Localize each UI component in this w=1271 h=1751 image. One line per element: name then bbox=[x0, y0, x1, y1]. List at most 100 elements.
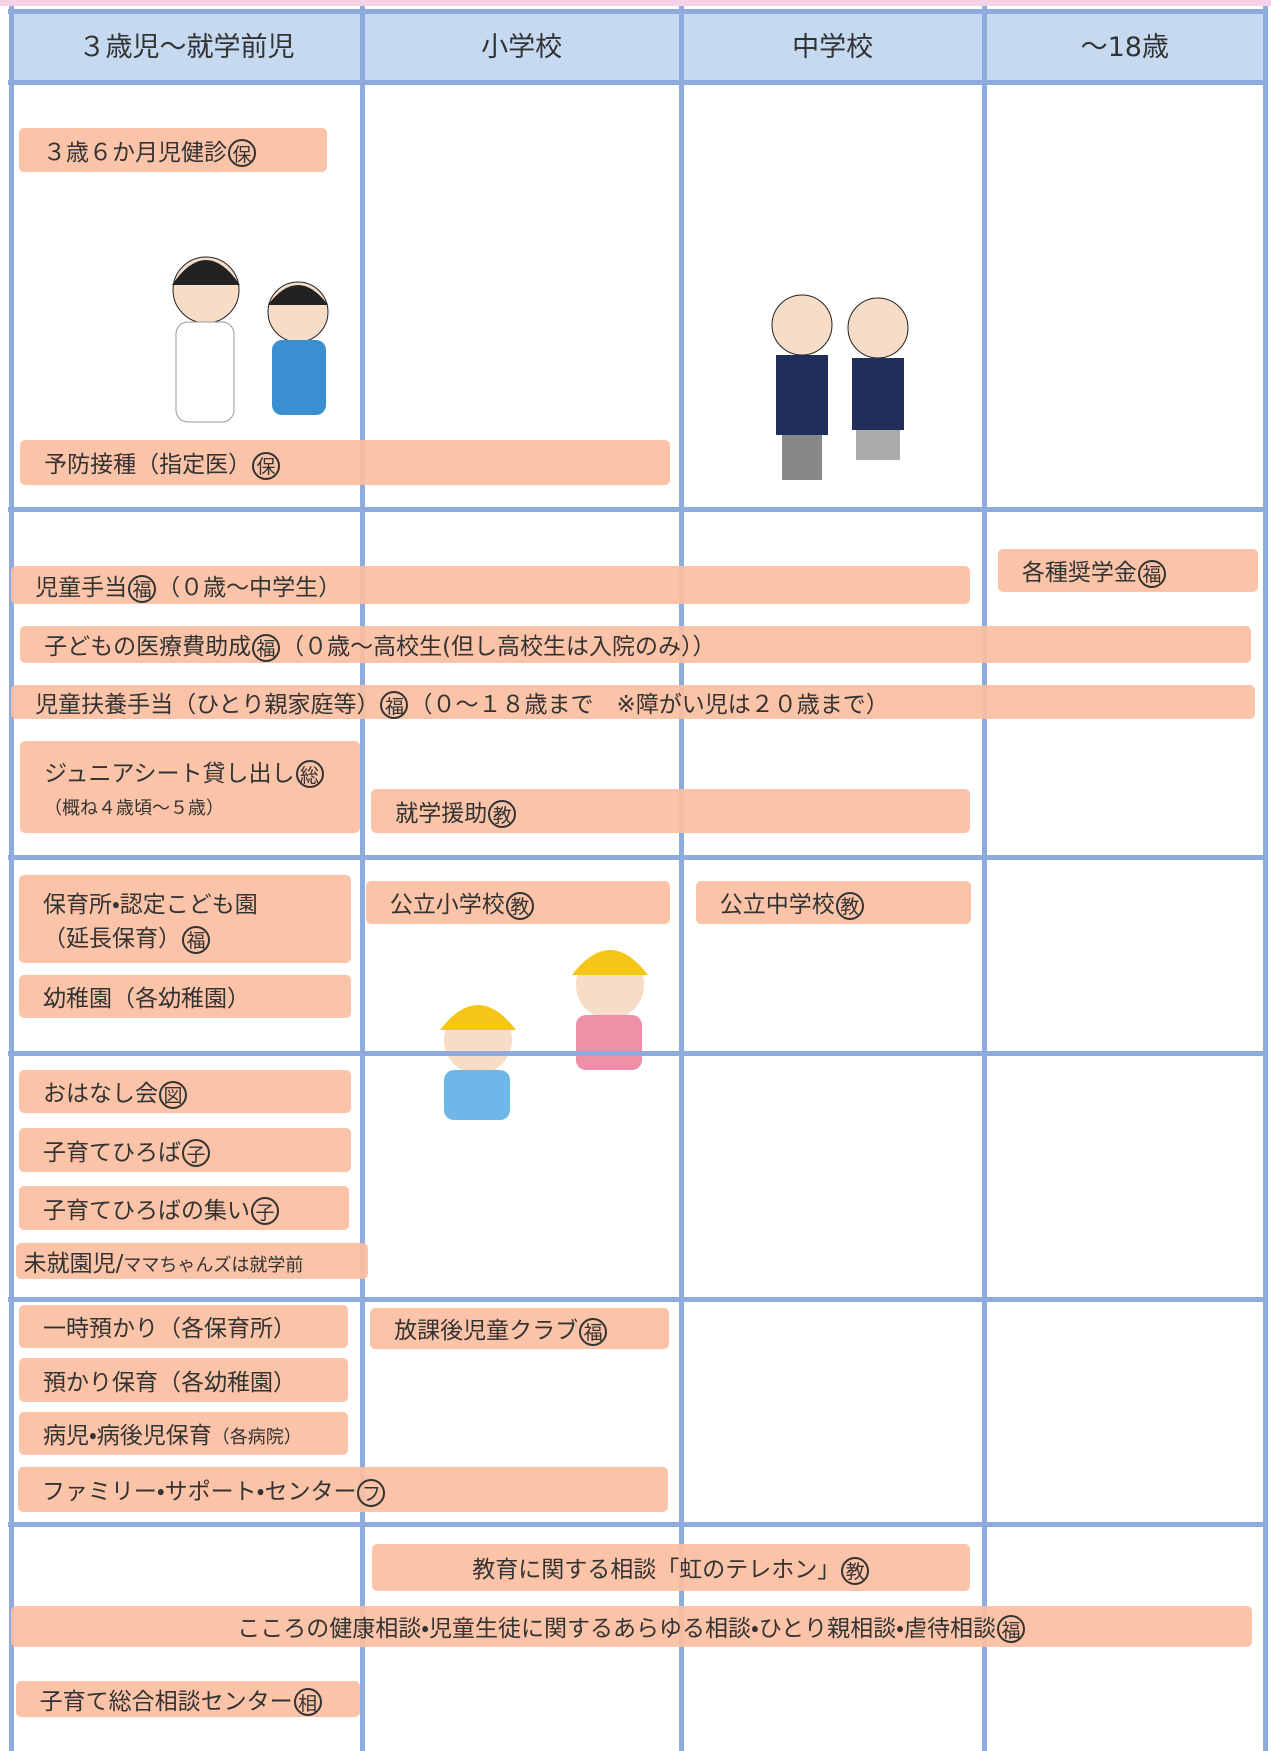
bar-line: 一時預かり（各保育所） bbox=[43, 1309, 348, 1343]
column-header: ～18歳 bbox=[986, 9, 1264, 80]
office-mark: 子 bbox=[181, 1139, 210, 1168]
bar-line: 児童手当福（０歳～中学生） bbox=[35, 568, 970, 603]
office-mark: 教 bbox=[835, 891, 864, 920]
row-line bbox=[8, 1521, 1267, 1527]
service-text: 公立小学校 bbox=[389, 892, 505, 919]
service-text: 各種奨学金 bbox=[1021, 560, 1137, 587]
service-bar: ジュニアシート貸し出し総 （概ね４歳頃～５歳） bbox=[20, 741, 361, 833]
service-bar: 放課後児童クラブ福 bbox=[370, 1307, 669, 1350]
service-text: おはなし会 bbox=[42, 1081, 158, 1108]
bar-line: こころの健康相談・児童生徒に関するあらゆる相談・ひとり親相談・虐待相談福 bbox=[237, 1609, 1026, 1644]
row-line bbox=[8, 8, 1267, 14]
office-mark: 子 bbox=[250, 1197, 279, 1226]
service-bar: ３歳６か月児健診保 bbox=[18, 128, 327, 172]
office-mark: 福 bbox=[181, 925, 210, 954]
service-bar: 子育てひろばの集い子 bbox=[18, 1186, 349, 1230]
service-bar: ファミリー・サポート・センターフ bbox=[17, 1467, 668, 1512]
service-text: 教育に関する相談「虹のテレホン」 bbox=[472, 1557, 841, 1584]
service-text: 公立中学校 bbox=[719, 892, 835, 919]
bar-line: 子どもの医療費助成福（０歳～高校生(但し高校生は入院のみ）） bbox=[44, 627, 1251, 662]
service-text: （延長保育） bbox=[42, 926, 181, 953]
office-mark: フ bbox=[357, 1478, 386, 1507]
service-bar: 未就園児/ママちゃんズは就学前 bbox=[15, 1243, 368, 1279]
service-text: 子育てひろばの集い bbox=[42, 1197, 250, 1224]
service-text: 放課後児童クラブ bbox=[394, 1318, 579, 1345]
row-line bbox=[8, 1296, 1267, 1302]
service-text: （０～１８歳まで ※障がい児は２０歳まで） bbox=[409, 691, 889, 718]
service-text: ファミリー・サポート・センター bbox=[41, 1479, 357, 1506]
note-text: ママちゃんズは就学前 bbox=[123, 1255, 304, 1277]
office-mark: 教 bbox=[505, 891, 534, 920]
office-mark: 保 bbox=[227, 139, 256, 168]
service-bar: こころの健康相談・児童生徒に関するあらゆる相談・ひとり親相談・虐待相談福 bbox=[11, 1605, 1253, 1647]
service-text: 保育所・認定こども園 bbox=[42, 892, 258, 919]
service-text: 子育てひろば bbox=[42, 1139, 181, 1166]
service-text: 一時預かり（各保育所） bbox=[42, 1316, 296, 1343]
note-text: （概ね４歳頃～５歳） bbox=[44, 798, 225, 820]
service-text: 児童手当 bbox=[35, 575, 128, 602]
service-bar: 病児・病後児保育（各病院） bbox=[18, 1411, 348, 1456]
column-line bbox=[982, 6, 988, 1751]
office-mark: 保 bbox=[252, 451, 281, 480]
office-mark: 福 bbox=[252, 633, 281, 662]
service-text: 子どもの医療費助成 bbox=[44, 634, 252, 661]
office-mark: 教 bbox=[841, 1556, 870, 1585]
service-text: 病児・病後児保育 bbox=[42, 1423, 212, 1450]
students-illustration bbox=[771, 294, 909, 480]
column-line bbox=[1263, 6, 1269, 1751]
office-mark: 教 bbox=[488, 800, 517, 829]
office-mark: 福 bbox=[997, 1615, 1026, 1644]
office-mark: 相 bbox=[293, 1688, 322, 1717]
office-mark: 福 bbox=[380, 691, 409, 720]
bar-line: 公立小学校教 bbox=[390, 885, 670, 920]
bar-line: 未就園児/ママちゃんズは就学前 bbox=[24, 1244, 368, 1278]
column-line bbox=[679, 6, 685, 1751]
row-line bbox=[8, 1051, 1267, 1057]
decoration bbox=[0, 0, 1271, 6]
bar-line: 預かり保育（各幼稚園） bbox=[43, 1363, 348, 1397]
bar-line: （概ね４歳頃～５歳） bbox=[44, 794, 360, 820]
bar-line: 幼稚園（各幼稚園） bbox=[43, 979, 351, 1013]
service-bar: 公立小学校教 bbox=[365, 880, 671, 925]
service-bar: 公立中学校教 bbox=[695, 880, 972, 925]
bar-line: 予防接種（指定医）保 bbox=[44, 445, 670, 480]
column-line bbox=[8, 6, 14, 1751]
column-header: 中学校 bbox=[683, 9, 983, 80]
office-mark: 福 bbox=[579, 1317, 608, 1346]
service-bar: 子育て総合相談センター相 bbox=[15, 1681, 361, 1718]
service-bar: 預かり保育（各幼稚園） bbox=[18, 1358, 348, 1402]
note-text: （各病院） bbox=[211, 1427, 302, 1449]
service-bar: 一時預かり（各保育所） bbox=[18, 1304, 348, 1349]
service-text: ３歳６か月児健診 bbox=[42, 139, 227, 166]
bar-line: （延長保育）福 bbox=[43, 919, 351, 954]
office-mark: 福 bbox=[128, 574, 157, 603]
service-text: 未就園児/ bbox=[23, 1251, 124, 1278]
service-bar: 予防接種（指定医）保 bbox=[20, 440, 671, 486]
service-bar: 子どもの医療費助成福（０歳～高校生(但し高校生は入院のみ）） bbox=[20, 625, 1252, 664]
row-line bbox=[8, 80, 1267, 86]
bar-line: おはなし会図 bbox=[43, 1074, 351, 1109]
service-bar: 各種奨学金福 bbox=[997, 548, 1258, 593]
service-text: 幼稚園（各幼稚園） bbox=[42, 986, 250, 1013]
bar-line: 子育て総合相談センター相 bbox=[40, 1682, 361, 1717]
bar-line: 子育てひろば子 bbox=[43, 1133, 351, 1168]
service-bar: 教育に関する相談「虹のテレホン」教 bbox=[372, 1544, 971, 1592]
service-text: 預かり保育（各幼稚園） bbox=[42, 1369, 296, 1396]
service-text: （０歳～高校生(但し高校生は入院のみ）） bbox=[281, 634, 716, 661]
bar-line: ファミリー・サポート・センターフ bbox=[42, 1472, 668, 1507]
service-text: ジュニアシート貸し出し bbox=[44, 760, 295, 787]
row-line bbox=[8, 507, 1267, 513]
bar-line: 病児・病後児保育（各病院） bbox=[43, 1416, 348, 1450]
office-mark: 図 bbox=[158, 1080, 187, 1109]
service-text: こころの健康相談・児童生徒に関するあらゆる相談・ひとり親相談・虐待相談 bbox=[237, 1615, 997, 1642]
service-bar: 幼稚園（各幼稚園） bbox=[18, 974, 352, 1018]
service-text: 子育て総合相談センター bbox=[39, 1688, 293, 1715]
column-line bbox=[360, 6, 366, 1751]
bar-line: 各種奨学金福 bbox=[1022, 553, 1258, 588]
column-header: 小学校 bbox=[364, 9, 680, 80]
service-text: （０歳～中学生） bbox=[157, 575, 342, 602]
bar-line: 子育てひろばの集い子 bbox=[43, 1191, 349, 1226]
children-illustration bbox=[440, 950, 648, 1120]
